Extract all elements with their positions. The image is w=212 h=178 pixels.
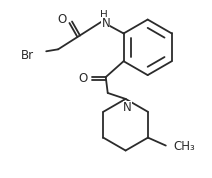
Text: H: H xyxy=(100,10,108,20)
Text: CH₃: CH₃ xyxy=(174,140,195,153)
Text: Br: Br xyxy=(21,49,34,62)
Text: N: N xyxy=(101,17,110,30)
Text: O: O xyxy=(79,72,88,85)
Text: O: O xyxy=(58,13,67,26)
Text: N: N xyxy=(123,101,132,114)
